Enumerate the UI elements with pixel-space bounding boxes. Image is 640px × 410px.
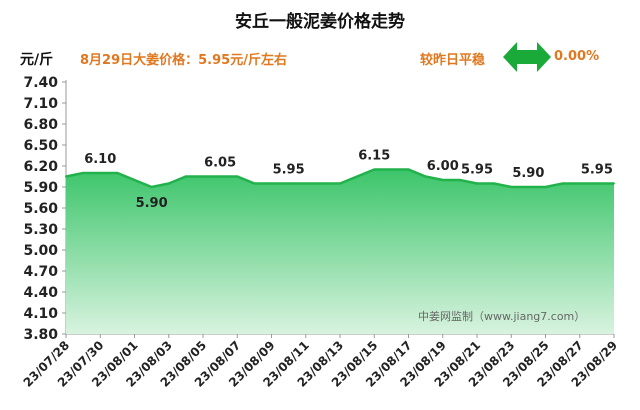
price-point <box>424 175 427 178</box>
price-point <box>476 182 478 185</box>
price-point <box>544 186 547 188</box>
price-point <box>219 175 222 178</box>
y-tick-label: 5.60 <box>23 201 58 217</box>
x-tick-label: 23/08/23 <box>466 338 518 390</box>
price-point <box>82 172 85 174</box>
price-point <box>287 182 290 185</box>
price-point <box>270 182 273 185</box>
x-tick-label: 23/08/05 <box>158 338 210 390</box>
y-tick-label: 6.50 <box>23 138 58 154</box>
price-point <box>441 179 444 181</box>
price-point <box>407 168 410 171</box>
price-point <box>390 168 393 171</box>
data-label: 5.95 <box>461 163 493 178</box>
x-tick-label: 23/08/27 <box>534 338 586 390</box>
price-point <box>202 175 204 178</box>
x-tick-label: 23/08/25 <box>500 338 552 390</box>
x-tick-label: 23/08/03 <box>123 338 175 390</box>
y-tick-label: 5.90 <box>23 180 58 196</box>
price-point <box>561 182 564 185</box>
y-tick-label: 4.70 <box>23 264 58 280</box>
price-series-line <box>65 168 614 189</box>
price-point <box>321 182 324 185</box>
x-tick-label: 23/08/15 <box>329 338 381 390</box>
price-point <box>167 182 170 185</box>
price-point <box>339 182 341 185</box>
price-point <box>595 182 598 185</box>
price-point <box>150 186 153 188</box>
price-point <box>184 175 187 178</box>
data-label: 6.05 <box>204 156 236 171</box>
y-tick-label: 4.40 <box>23 285 58 301</box>
y-tick-label: 4.10 <box>23 306 58 322</box>
y-tick-label: 5.30 <box>23 222 58 238</box>
x-tick-label: 23/07/28 <box>21 338 73 390</box>
data-label: 6.15 <box>358 149 390 164</box>
compare-label: 较昨日平稳 <box>420 53 486 68</box>
price-point <box>236 175 239 178</box>
price-point <box>578 182 581 185</box>
y-tick-label: 6.20 <box>23 159 58 175</box>
price-point <box>527 186 530 188</box>
x-tick-label: 23/08/21 <box>432 338 484 390</box>
double-arrow-icon <box>503 42 551 72</box>
x-tick-label: 23/08/19 <box>397 338 449 390</box>
data-label: 5.95 <box>273 163 305 178</box>
y-tick-label: 5.00 <box>23 243 58 259</box>
price-point <box>253 182 256 185</box>
y-tick-label: 7.10 <box>23 96 58 112</box>
price-point <box>304 182 307 185</box>
price-point <box>99 172 102 174</box>
data-label: 6.10 <box>84 152 116 167</box>
x-tick-label: 23/08/07 <box>192 338 244 390</box>
price-point <box>356 175 359 178</box>
y-tick-label: 6.80 <box>23 117 58 133</box>
price-area-fill <box>66 169 614 334</box>
price-note: 8月29日大姜价格：5.95元/斤左右 <box>80 53 287 68</box>
price-point <box>65 175 67 178</box>
data-label: 6.00 <box>427 159 459 174</box>
price-point <box>458 179 461 181</box>
data-label: 5.90 <box>136 196 168 211</box>
watermark: 中姜网监制（www.jiang7.com） <box>418 309 585 323</box>
price-point <box>133 179 136 181</box>
price-point <box>493 182 496 185</box>
price-point <box>510 186 513 188</box>
y-tick-label: 7.40 <box>23 75 58 91</box>
y-tick-label: 3.80 <box>23 327 58 343</box>
data-label: 5.95 <box>581 163 613 178</box>
price-point <box>373 168 376 171</box>
x-tick-label: 23/08/13 <box>295 338 347 390</box>
chart-title: 安丘一般泥姜价格走势 <box>235 12 405 32</box>
price-point <box>116 172 119 174</box>
change-value: 0.00% <box>554 49 600 64</box>
price-point <box>613 182 615 185</box>
x-tick-label: 23/07/30 <box>55 338 107 390</box>
unit-label: 元/斤 <box>20 52 54 68</box>
x-tick-label: 23/08/29 <box>569 338 621 390</box>
x-tick-label: 23/08/01 <box>89 338 141 390</box>
data-label: 5.90 <box>512 166 544 181</box>
x-tick-label: 23/08/11 <box>260 338 312 390</box>
x-tick-label: 23/08/17 <box>363 338 415 390</box>
x-tick-label: 23/08/09 <box>226 338 278 390</box>
